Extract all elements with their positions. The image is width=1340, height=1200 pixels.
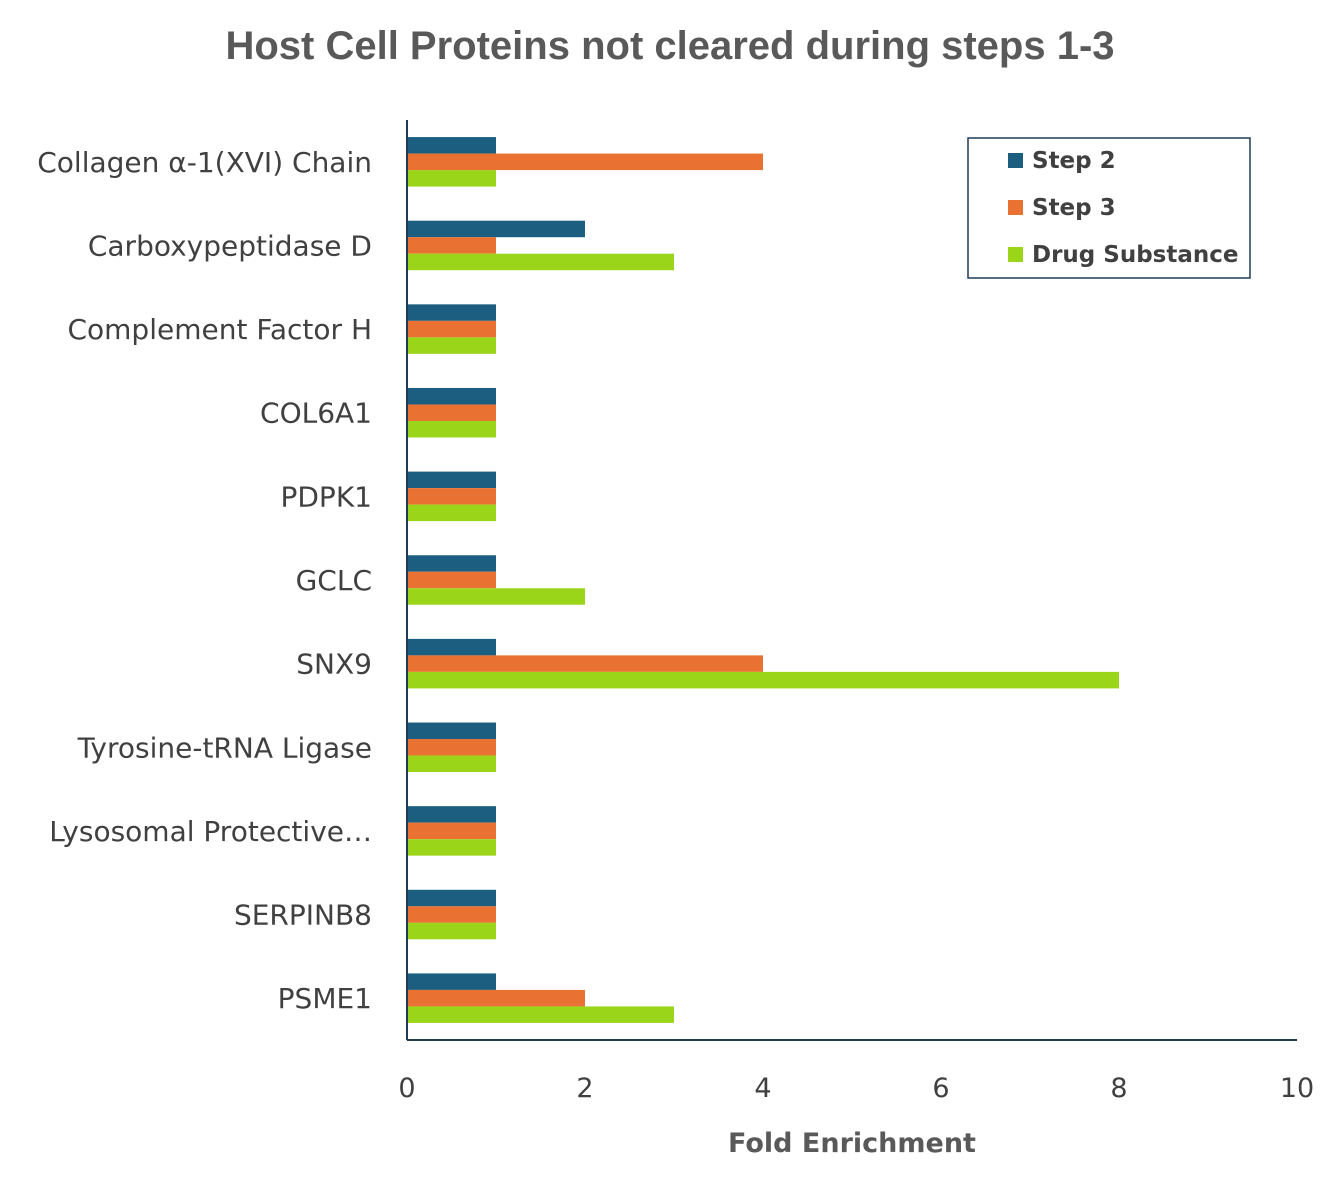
x-tick-label: 8 (1110, 1073, 1127, 1104)
bar-step-2-0 (407, 137, 496, 154)
bar-step-2-1 (407, 220, 585, 238)
bar-step-3-2 (407, 320, 496, 338)
bar-step-2-3 (407, 387, 496, 405)
x-tick-label: 10 (1280, 1073, 1314, 1104)
bar-drug-substance-3 (407, 420, 496, 438)
category-label: PDPK1 (280, 480, 372, 513)
bar-drug-substance-4 (407, 504, 496, 522)
category-label: COL6A1 (260, 397, 372, 430)
x-tick-label: 4 (754, 1073, 771, 1104)
bar-drug-substance-6 (407, 671, 1119, 689)
bar-step-2-6 (407, 638, 496, 656)
category-label: SNX9 (296, 648, 372, 681)
category-label: SERPINB8 (234, 899, 372, 932)
legend-label: Step 3 (1032, 195, 1116, 221)
bar-step-3-7 (407, 739, 496, 756)
bar-step-3-9 (407, 906, 496, 923)
category-label: Carboxypeptidase D (88, 229, 372, 262)
bar-step-3-10 (407, 989, 585, 1007)
bar-step-3-0 (407, 153, 763, 171)
bar-step-2-2 (407, 304, 496, 321)
bar-step-3-4 (407, 488, 496, 505)
legend: Step 2 Step 3 Drug Substance (967, 137, 1251, 279)
bar-drug-substance-7 (407, 755, 496, 773)
x-tick-label: 2 (576, 1073, 593, 1104)
legend-label: Step 2 (1032, 148, 1116, 174)
legend-swatch (1008, 200, 1023, 215)
x-tick-labels: 0 2 4 6 8 10 (398, 1073, 1314, 1104)
bar-step-3-3 (407, 404, 496, 421)
bar-step-3-5 (407, 571, 496, 589)
category-label: Complement Factor H (67, 313, 372, 346)
category-label: PSME1 (278, 982, 372, 1015)
bar-step-3-6 (407, 655, 763, 672)
bar-drug-substance-5 (407, 588, 585, 605)
bar-step-2-5 (407, 555, 496, 572)
bar-drug-substance-8 (407, 839, 496, 856)
bar-step-2-10 (407, 973, 496, 990)
bar-step-2-8 (407, 806, 496, 823)
bar-step-3-1 (407, 237, 496, 254)
legend-swatch (1008, 247, 1023, 262)
bar-drug-substance-9 (407, 922, 496, 940)
x-tick-label: 6 (932, 1073, 949, 1104)
x-tick-label: 0 (398, 1073, 415, 1104)
x-axis-title: Fold Enrichment (728, 1128, 976, 1159)
bar-drug-substance-10 (407, 1006, 674, 1023)
bar-step-2-4 (407, 471, 496, 489)
category-label: Lysosomal Protective… (49, 815, 372, 848)
bar-step-2-9 (407, 889, 496, 907)
bars-layer (407, 137, 1119, 1023)
bar-drug-substance-2 (407, 337, 496, 354)
chart-title: Host Cell Proteins not cleared during st… (225, 24, 1115, 68)
bar-step-3-8 (407, 822, 496, 840)
bar-drug-substance-1 (407, 253, 674, 271)
category-label: Tyrosine-tRNA Ligase (77, 731, 372, 764)
category-label: Collagen α-1(XVI) Chain (37, 146, 372, 179)
bar-drug-substance-0 (407, 170, 496, 187)
legend-swatch (1008, 153, 1023, 168)
legend-label: Drug Substance (1032, 242, 1239, 268)
category-label: GCLC (296, 564, 372, 597)
bar-step-2-7 (407, 722, 496, 740)
category-labels: Collagen α-1(XVI) Chain Carboxypeptidase … (37, 146, 372, 1015)
